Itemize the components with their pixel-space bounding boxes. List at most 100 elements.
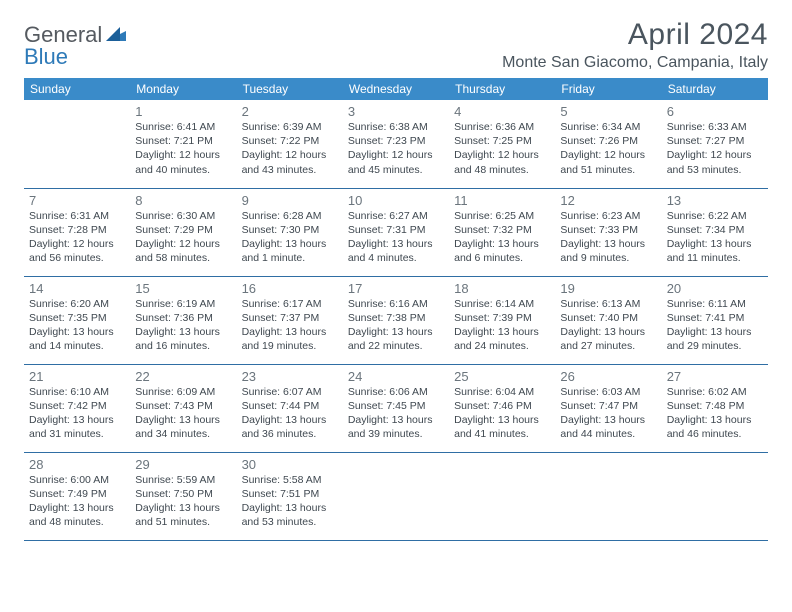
- day-number: 15: [135, 281, 231, 296]
- calendar-cell: 12Sunrise: 6:23 AMSunset: 7:33 PMDayligh…: [555, 188, 661, 276]
- calendar-cell: 9Sunrise: 6:28 AMSunset: 7:30 PMDaylight…: [237, 188, 343, 276]
- day-number: 22: [135, 369, 231, 384]
- calendar-row: 1Sunrise: 6:41 AMSunset: 7:21 PMDaylight…: [24, 100, 768, 188]
- logo-text-blue: Blue: [24, 44, 68, 69]
- calendar-body: 1Sunrise: 6:41 AMSunset: 7:21 PMDaylight…: [24, 100, 768, 540]
- day-info: Sunrise: 6:23 AMSunset: 7:33 PMDaylight:…: [560, 209, 656, 266]
- header: General April 2024 Monte San Giacomo, Ca…: [24, 18, 768, 72]
- calendar-cell: 10Sunrise: 6:27 AMSunset: 7:31 PMDayligh…: [343, 188, 449, 276]
- calendar-cell: 7Sunrise: 6:31 AMSunset: 7:28 PMDaylight…: [24, 188, 130, 276]
- weekday-header-row: Sunday Monday Tuesday Wednesday Thursday…: [24, 78, 768, 100]
- day-info: Sunrise: 6:13 AMSunset: 7:40 PMDaylight:…: [560, 297, 656, 354]
- location: Monte San Giacomo, Campania, Italy: [502, 54, 768, 72]
- day-info: Sunrise: 6:07 AMSunset: 7:44 PMDaylight:…: [242, 385, 338, 442]
- day-number: 12: [560, 193, 656, 208]
- day-number: 27: [667, 369, 763, 384]
- calendar-cell: 11Sunrise: 6:25 AMSunset: 7:32 PMDayligh…: [449, 188, 555, 276]
- calendar-cell: 23Sunrise: 6:07 AMSunset: 7:44 PMDayligh…: [237, 364, 343, 452]
- day-info: Sunrise: 6:30 AMSunset: 7:29 PMDaylight:…: [135, 209, 231, 266]
- day-info: Sunrise: 6:20 AMSunset: 7:35 PMDaylight:…: [29, 297, 125, 354]
- day-number: 8: [135, 193, 231, 208]
- day-info: Sunrise: 6:11 AMSunset: 7:41 PMDaylight:…: [667, 297, 763, 354]
- title-block: April 2024 Monte San Giacomo, Campania, …: [502, 18, 768, 72]
- calendar-table: Sunday Monday Tuesday Wednesday Thursday…: [24, 78, 768, 541]
- calendar-cell: 13Sunrise: 6:22 AMSunset: 7:34 PMDayligh…: [662, 188, 768, 276]
- calendar-cell: 28Sunrise: 6:00 AMSunset: 7:49 PMDayligh…: [24, 452, 130, 540]
- day-number: 28: [29, 457, 125, 472]
- day-number: 14: [29, 281, 125, 296]
- day-info: Sunrise: 6:06 AMSunset: 7:45 PMDaylight:…: [348, 385, 444, 442]
- day-info: Sunrise: 6:04 AMSunset: 7:46 PMDaylight:…: [454, 385, 550, 442]
- calendar-cell: 2Sunrise: 6:39 AMSunset: 7:22 PMDaylight…: [237, 100, 343, 188]
- day-number: 10: [348, 193, 444, 208]
- day-number: 1: [135, 104, 231, 119]
- calendar-cell: 14Sunrise: 6:20 AMSunset: 7:35 PMDayligh…: [24, 276, 130, 364]
- calendar-cell: 4Sunrise: 6:36 AMSunset: 7:25 PMDaylight…: [449, 100, 555, 188]
- day-info: Sunrise: 6:22 AMSunset: 7:34 PMDaylight:…: [667, 209, 763, 266]
- calendar-cell: 3Sunrise: 6:38 AMSunset: 7:23 PMDaylight…: [343, 100, 449, 188]
- day-info: Sunrise: 5:59 AMSunset: 7:50 PMDaylight:…: [135, 473, 231, 530]
- day-number: 3: [348, 104, 444, 119]
- day-info: Sunrise: 6:19 AMSunset: 7:36 PMDaylight:…: [135, 297, 231, 354]
- day-info: Sunrise: 6:39 AMSunset: 7:22 PMDaylight:…: [242, 120, 338, 177]
- day-number: 19: [560, 281, 656, 296]
- day-number: 2: [242, 104, 338, 119]
- day-info: Sunrise: 6:10 AMSunset: 7:42 PMDaylight:…: [29, 385, 125, 442]
- calendar-cell: 8Sunrise: 6:30 AMSunset: 7:29 PMDaylight…: [130, 188, 236, 276]
- day-info: Sunrise: 6:27 AMSunset: 7:31 PMDaylight:…: [348, 209, 444, 266]
- calendar-cell: 29Sunrise: 5:59 AMSunset: 7:50 PMDayligh…: [130, 452, 236, 540]
- day-info: Sunrise: 6:16 AMSunset: 7:38 PMDaylight:…: [348, 297, 444, 354]
- weekday-header: Sunday: [24, 78, 130, 100]
- day-number: 30: [242, 457, 338, 472]
- day-number: 18: [454, 281, 550, 296]
- logo-mark-icon: [106, 25, 126, 46]
- day-info: Sunrise: 6:34 AMSunset: 7:26 PMDaylight:…: [560, 120, 656, 177]
- weekday-header: Thursday: [449, 78, 555, 100]
- logo-sub: Blue: [24, 44, 68, 70]
- calendar-row: 7Sunrise: 6:31 AMSunset: 7:28 PMDaylight…: [24, 188, 768, 276]
- day-number: 20: [667, 281, 763, 296]
- day-info: Sunrise: 5:58 AMSunset: 7:51 PMDaylight:…: [242, 473, 338, 530]
- calendar-cell: 25Sunrise: 6:04 AMSunset: 7:46 PMDayligh…: [449, 364, 555, 452]
- calendar-cell: [555, 452, 661, 540]
- day-number: 9: [242, 193, 338, 208]
- calendar-row: 21Sunrise: 6:10 AMSunset: 7:42 PMDayligh…: [24, 364, 768, 452]
- day-number: 13: [667, 193, 763, 208]
- calendar-cell: 19Sunrise: 6:13 AMSunset: 7:40 PMDayligh…: [555, 276, 661, 364]
- weekday-header: Wednesday: [343, 78, 449, 100]
- day-number: 25: [454, 369, 550, 384]
- calendar-cell: 1Sunrise: 6:41 AMSunset: 7:21 PMDaylight…: [130, 100, 236, 188]
- calendar-cell: 18Sunrise: 6:14 AMSunset: 7:39 PMDayligh…: [449, 276, 555, 364]
- day-info: Sunrise: 6:25 AMSunset: 7:32 PMDaylight:…: [454, 209, 550, 266]
- day-info: Sunrise: 6:36 AMSunset: 7:25 PMDaylight:…: [454, 120, 550, 177]
- weekday-header: Monday: [130, 78, 236, 100]
- day-info: Sunrise: 6:17 AMSunset: 7:37 PMDaylight:…: [242, 297, 338, 354]
- day-number: 29: [135, 457, 231, 472]
- day-number: 17: [348, 281, 444, 296]
- calendar-row: 28Sunrise: 6:00 AMSunset: 7:49 PMDayligh…: [24, 452, 768, 540]
- calendar-cell: [343, 452, 449, 540]
- calendar-row: 14Sunrise: 6:20 AMSunset: 7:35 PMDayligh…: [24, 276, 768, 364]
- calendar-cell: 26Sunrise: 6:03 AMSunset: 7:47 PMDayligh…: [555, 364, 661, 452]
- day-info: Sunrise: 6:02 AMSunset: 7:48 PMDaylight:…: [667, 385, 763, 442]
- day-info: Sunrise: 6:38 AMSunset: 7:23 PMDaylight:…: [348, 120, 444, 177]
- calendar-cell: 21Sunrise: 6:10 AMSunset: 7:42 PMDayligh…: [24, 364, 130, 452]
- calendar-cell: 5Sunrise: 6:34 AMSunset: 7:26 PMDaylight…: [555, 100, 661, 188]
- month-title: April 2024: [502, 18, 768, 52]
- day-info: Sunrise: 6:03 AMSunset: 7:47 PMDaylight:…: [560, 385, 656, 442]
- calendar-cell: 24Sunrise: 6:06 AMSunset: 7:45 PMDayligh…: [343, 364, 449, 452]
- day-number: 4: [454, 104, 550, 119]
- day-info: Sunrise: 6:33 AMSunset: 7:27 PMDaylight:…: [667, 120, 763, 177]
- day-number: 24: [348, 369, 444, 384]
- calendar-cell: [662, 452, 768, 540]
- calendar-cell: 27Sunrise: 6:02 AMSunset: 7:48 PMDayligh…: [662, 364, 768, 452]
- day-number: 5: [560, 104, 656, 119]
- day-number: 23: [242, 369, 338, 384]
- weekday-header: Tuesday: [237, 78, 343, 100]
- day-info: Sunrise: 6:00 AMSunset: 7:49 PMDaylight:…: [29, 473, 125, 530]
- calendar-cell: 30Sunrise: 5:58 AMSunset: 7:51 PMDayligh…: [237, 452, 343, 540]
- calendar-cell: 17Sunrise: 6:16 AMSunset: 7:38 PMDayligh…: [343, 276, 449, 364]
- day-number: 26: [560, 369, 656, 384]
- calendar-cell: 16Sunrise: 6:17 AMSunset: 7:37 PMDayligh…: [237, 276, 343, 364]
- day-number: 11: [454, 193, 550, 208]
